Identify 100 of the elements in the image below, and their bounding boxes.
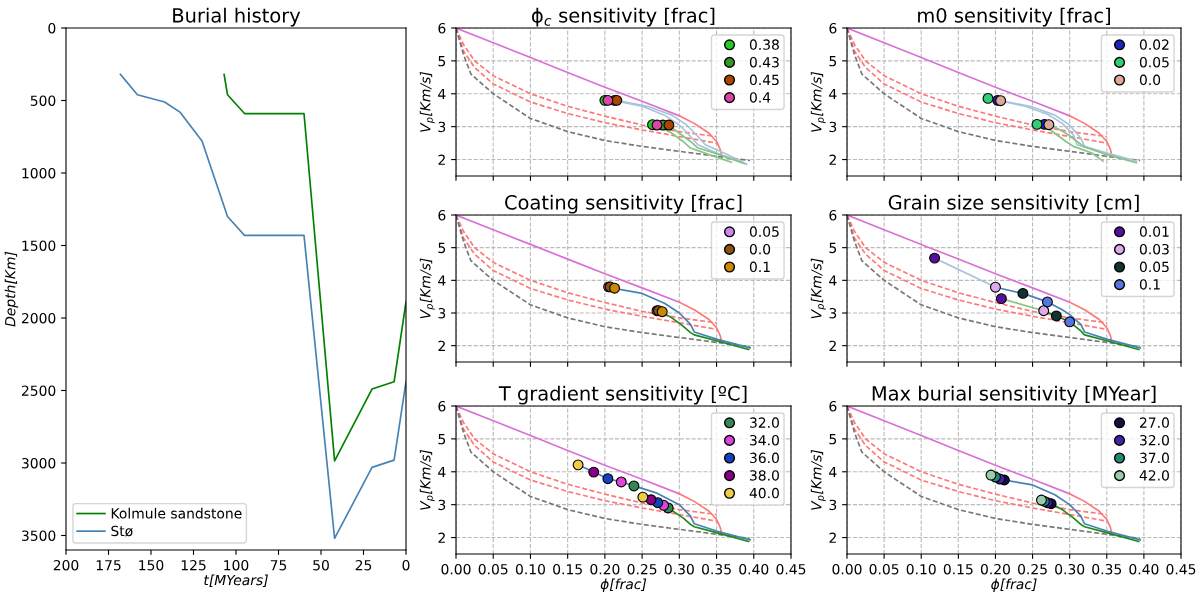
x-tick-label: 0.25 (1018, 563, 1047, 575)
y-tick-label: 5 (829, 434, 837, 445)
legend-label: 0.0 (749, 243, 771, 255)
legend-label: 32.0 (1140, 434, 1169, 446)
chart-title: ϕ$_{c}$ sensitivity [frac] (532, 7, 715, 27)
y-tick-label: 6 (829, 400, 837, 412)
x-tick-label: 75 (270, 560, 287, 571)
x-tick-label: 0.30 (664, 563, 694, 575)
legend-label: 0.43 (749, 56, 779, 68)
legend-label: 0.05 (1139, 261, 1169, 273)
x-tick-label: 0.20 (980, 563, 1010, 575)
legend-label: 0.45 (749, 74, 779, 86)
y-tick-label: 5 (829, 242, 837, 254)
y-tick-label: 6 (829, 209, 837, 221)
y-tick-label: 3 (829, 499, 837, 511)
y-tick-label: 3000 (21, 457, 56, 469)
y-axis-title: V$_{p}$[Km/s] (810, 71, 826, 132)
y-tick-label: 3 (438, 499, 446, 511)
y-tick-label: 4 (438, 275, 446, 286)
y-axis-title: V$_{p}$[Km/s] (419, 71, 435, 132)
x-tick-label: 0.35 (1092, 563, 1122, 575)
x-tick-label: 0 (402, 559, 410, 571)
legend-label: 0.1 (1139, 279, 1160, 290)
chart-title: Coating sensitivity [frac] (505, 194, 742, 214)
x-tick-label: 0.10 (906, 563, 936, 575)
y-tick-label: 5 (829, 56, 837, 67)
x-tick-label: 100 (224, 559, 249, 571)
y-tick-label: 1000 (22, 167, 56, 179)
y-axis-title: V$_{p}$[Km/s] (810, 258, 826, 319)
y-tick-label: 2500 (21, 385, 56, 396)
chart-title: Max burial sensitivity [MYear] (872, 385, 1156, 405)
chart-title: Burial history (173, 7, 301, 27)
y-tick-label: 2 (829, 532, 836, 543)
x-tick-label: 0.15 (943, 563, 973, 575)
y-tick-label: 5 (438, 56, 446, 67)
y-tick-label: 5 (438, 242, 446, 254)
legend-label: 0.02 (1139, 39, 1169, 50)
legend-label: 0.01 (1139, 226, 1169, 237)
legend-label: 0.4 (749, 92, 771, 103)
legend-label: 0.1 (749, 261, 770, 273)
x-tick-label: 0.00 (832, 563, 862, 575)
y-tick-label: 2 (438, 154, 445, 165)
y-tick-label: 1500 (22, 240, 56, 251)
y-tick-label: 4 (829, 466, 837, 478)
x-tick-label: 0.15 (553, 563, 582, 575)
x-tick-label: 175 (96, 560, 121, 571)
y-tick-label: 3 (438, 307, 446, 319)
y-tick-label: 6 (438, 22, 446, 34)
legend-label: 40.0 (749, 487, 779, 499)
legend-label: 32.0 (750, 417, 779, 428)
legend-label: 0.03 (1139, 243, 1169, 255)
x-axis-title: t[MYears] (204, 574, 268, 587)
legend-label: 37.0 (1140, 452, 1169, 464)
y-tick-label: 4 (829, 275, 837, 286)
legend-label: 36.0 (750, 452, 779, 464)
x-tick-label: 0.05 (869, 563, 899, 575)
legend-label: Stø (111, 525, 133, 537)
x-tick-label: 0.05 (478, 563, 508, 575)
legend-label: 0.0 (1139, 74, 1161, 86)
y-axis-title: V$_{p}$[Km/s] (419, 449, 435, 510)
x-axis-title: ϕ[frac] (600, 578, 647, 592)
legend-label: 0.05 (1139, 56, 1169, 68)
y-axis-title: V$_{p}$[Km/s] (419, 258, 435, 319)
chart-title: Grain size sensitivity [cm] (888, 194, 1139, 214)
legend-label: 38.0 (750, 470, 779, 481)
y-tick-label: 500 (30, 95, 56, 106)
x-tick-label: 125 (181, 559, 206, 571)
legend-label: Kolmule sandstone (111, 507, 242, 519)
y-tick-label: 5 (438, 434, 446, 445)
y-tick-label: 6 (438, 400, 446, 412)
x-tick-label: 0.45 (1166, 563, 1196, 575)
x-tick-label: 0.25 (627, 563, 657, 575)
chart-title: m0 sensitivity [frac] (918, 7, 1110, 27)
legend-label: 0.05 (749, 226, 779, 237)
y-tick-label: 2 (438, 532, 445, 543)
y-tick-label: 2 (438, 340, 445, 351)
x-tick-label: 150 (139, 559, 164, 571)
x-tick-label: 200 (53, 559, 79, 571)
y-tick-label: 4 (438, 88, 446, 100)
legend-label: 0.38 (749, 39, 779, 50)
x-tick-label: 0.35 (702, 563, 731, 575)
legend-label: 27.0 (1139, 417, 1169, 428)
y-tick-label: 2 (829, 340, 836, 351)
y-tick-label: 6 (438, 209, 446, 221)
y-tick-label: 3 (438, 121, 446, 133)
x-tick-label: 0.30 (1055, 563, 1085, 575)
y-tick-label: 3 (829, 307, 837, 319)
x-tick-label: 0.40 (1129, 563, 1159, 575)
x-tick-label: 0.10 (515, 563, 545, 575)
y-tick-label: 4 (438, 466, 446, 478)
x-tick-label: 0.20 (590, 563, 620, 575)
y-tick-label: 4 (829, 88, 837, 100)
x-tick-label: 0.40 (739, 563, 769, 575)
y-tick-label: 6 (829, 22, 837, 34)
y-tick-label: 2000 (21, 312, 56, 324)
x-tick-label: 0.45 (776, 563, 806, 575)
x-axis-title: ϕ[frac] (991, 578, 1037, 592)
y-axis-title: Depth[Km] (4, 251, 19, 327)
y-tick-label: 3 (829, 121, 837, 133)
x-tick-label: 25 (355, 559, 372, 571)
